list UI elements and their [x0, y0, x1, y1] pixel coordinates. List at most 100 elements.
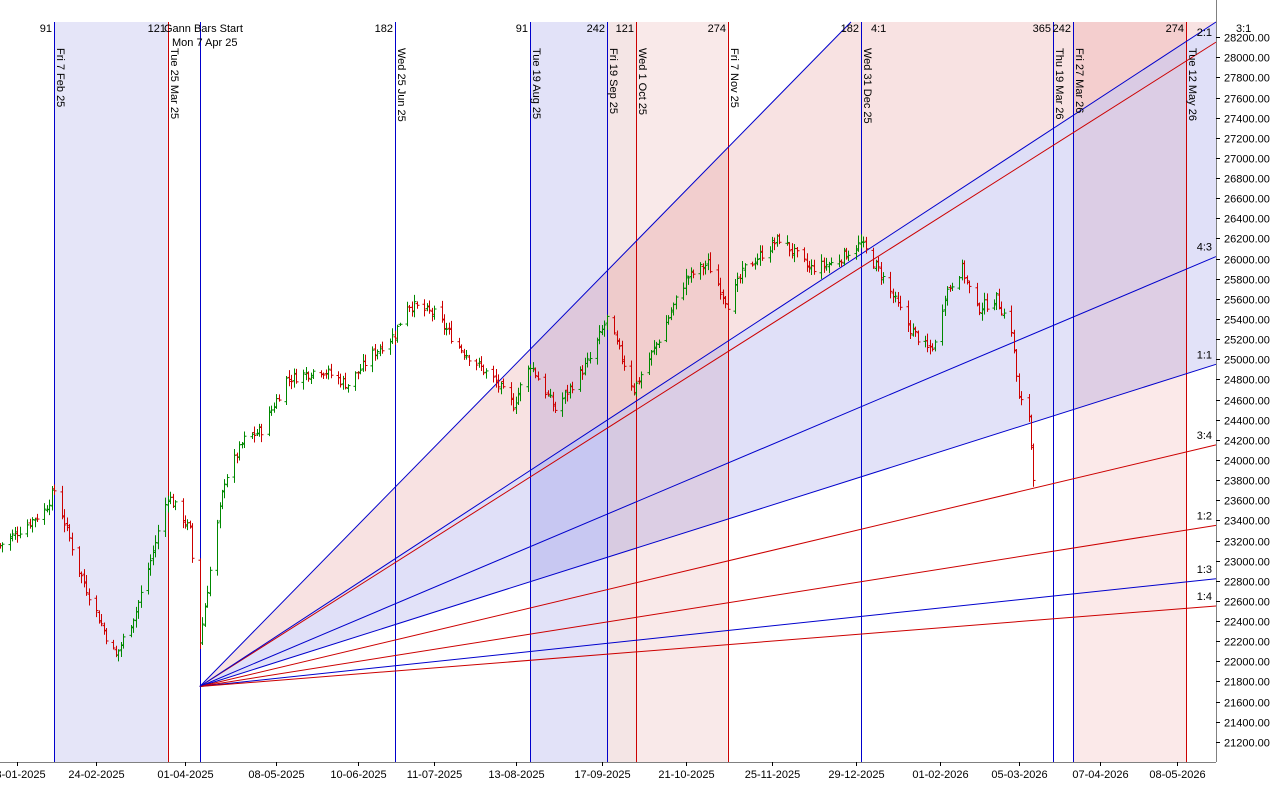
price-bar — [750, 261, 755, 267]
price-bar — [346, 384, 351, 393]
price-bar — [585, 352, 590, 368]
price-bar — [743, 263, 748, 278]
price-tick-label: 21800.00 — [1224, 677, 1270, 689]
price-bar — [294, 368, 299, 384]
price-bar — [726, 298, 731, 311]
price-tick-label: 27600.00 — [1224, 94, 1270, 106]
cycle-date-label: Fri 19 Sep 25 — [607, 48, 619, 114]
price-tick-label: 26600.00 — [1224, 194, 1270, 206]
price-bar — [42, 503, 47, 525]
price-bar — [444, 322, 449, 336]
gann-angle-label: 3:4 — [1197, 430, 1212, 442]
price-bar — [358, 363, 363, 375]
cycle-count: 274 — [708, 23, 726, 35]
price-bar — [277, 394, 282, 402]
price-bar — [398, 322, 403, 327]
price-bar — [994, 292, 999, 310]
price-bar — [225, 474, 230, 488]
price-bar — [908, 320, 913, 340]
price-bar — [565, 384, 570, 402]
price-tick-label: 23800.00 — [1224, 476, 1270, 488]
date-tick-label: 23-01-2025 — [0, 769, 46, 781]
price-bar — [148, 554, 153, 576]
price-bars — [0, 233, 1036, 662]
price-tick-label: 27200.00 — [1224, 134, 1270, 146]
price-bar — [79, 571, 84, 584]
price-bar — [553, 401, 558, 414]
price-bar — [893, 291, 898, 303]
price-bar — [491, 365, 496, 383]
gann-line — [199, 605, 1217, 687]
price-bar — [205, 585, 210, 608]
price-bar — [649, 350, 654, 366]
gann-fan-lines — [199, 21, 1217, 687]
price-bar — [116, 649, 121, 662]
price-bar — [215, 519, 220, 576]
price-tick-label: 26800.00 — [1224, 174, 1270, 186]
price-bar — [338, 373, 343, 388]
gann-angle-label: 1:3 — [1197, 564, 1212, 576]
price-bar — [802, 247, 807, 263]
cycle-band — [606, 22, 637, 762]
price-tick-label: 23200.00 — [1224, 537, 1270, 549]
cycle-count: 91 — [516, 23, 528, 35]
cycle-date-label: Tue 19 Aug 25 — [530, 48, 542, 119]
price-tick-label: 24800.00 — [1224, 375, 1270, 387]
price-bar — [876, 256, 881, 272]
cycle-date-label: Wed 31 Dec 25 — [861, 48, 873, 124]
price-bar — [222, 479, 227, 499]
price-bar — [977, 302, 982, 316]
price-bar — [686, 275, 691, 285]
price-bar — [501, 378, 506, 389]
price-bar — [518, 382, 523, 402]
price-bar — [629, 360, 634, 391]
price-tick-label: 27400.00 — [1224, 114, 1270, 126]
price-bar — [18, 526, 23, 539]
gann-line — [199, 578, 1217, 687]
price-tick-label: 25000.00 — [1224, 355, 1270, 367]
price-bar — [698, 262, 703, 280]
gann-line — [199, 524, 1217, 687]
price-bar — [718, 277, 723, 300]
price-tick-label: 25400.00 — [1224, 315, 1270, 327]
price-bar — [864, 236, 869, 254]
price-tick-label: 21600.00 — [1224, 698, 1270, 710]
price-bar — [703, 260, 708, 275]
price-bar — [52, 484, 57, 496]
price-bar — [375, 349, 380, 360]
price-bar — [812, 259, 817, 275]
gann-line — [199, 41, 1217, 687]
price-bar — [200, 617, 205, 645]
price-bar — [84, 574, 89, 596]
gann-angle-label: 1:1 — [1197, 349, 1212, 361]
cycle-date-label: Fri 27 Mar 26 — [1073, 48, 1085, 113]
price-bar — [1019, 391, 1024, 406]
price-bar — [570, 381, 575, 394]
price-bar — [735, 272, 740, 293]
price-bar — [363, 354, 368, 372]
axis-corner — [1216, 762, 1272, 789]
price-bar — [588, 351, 593, 364]
date-tick-label: 08-05-2025 — [248, 769, 304, 781]
date-axis-background — [0, 762, 1272, 789]
price-bar — [543, 373, 548, 399]
cycle-band — [54, 22, 168, 762]
price-bar — [99, 614, 104, 627]
price-tick-label: 25800.00 — [1224, 275, 1270, 287]
price-bar — [548, 388, 553, 398]
price-bar — [62, 509, 67, 533]
gann-line — [199, 444, 1217, 687]
price-bar — [916, 330, 921, 346]
date-tick-label: 11-07-2025 — [407, 769, 462, 781]
price-bar — [242, 431, 247, 448]
price-bar — [871, 247, 876, 269]
price-bar — [760, 245, 765, 261]
price-bar — [622, 355, 627, 371]
price-tick-label: 27000.00 — [1224, 154, 1270, 166]
price-bar — [945, 286, 950, 306]
cycle-count: 182 — [841, 23, 859, 35]
price-bar — [284, 376, 289, 406]
price-bar — [829, 257, 834, 266]
price-tick-label: 22000.00 — [1224, 657, 1270, 669]
